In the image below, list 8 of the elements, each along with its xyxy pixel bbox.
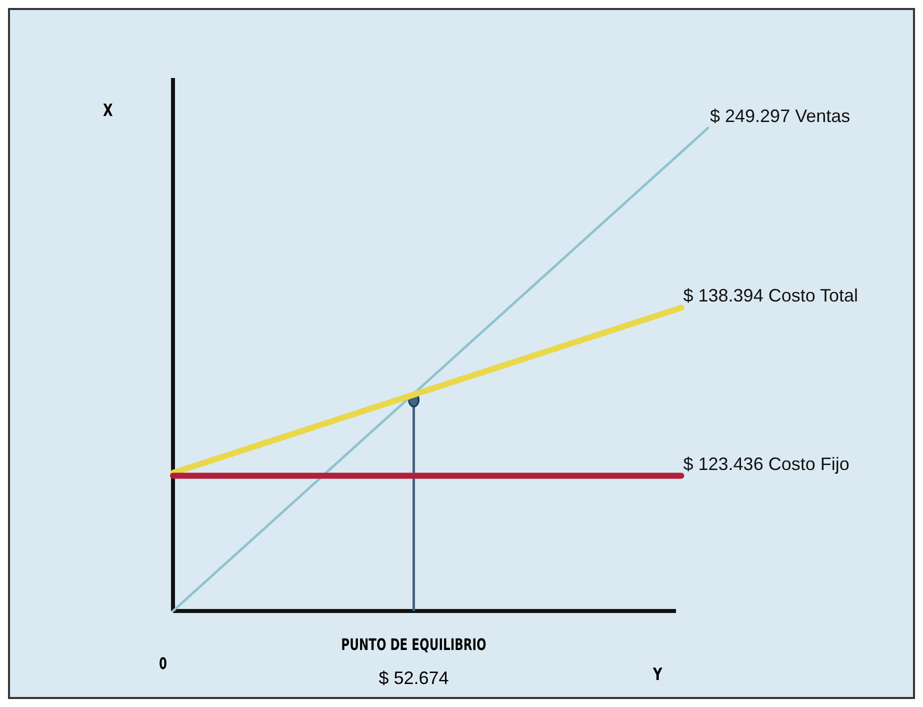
x-axis-title: Y bbox=[652, 664, 664, 685]
series-label: $ 249.297 Ventas bbox=[710, 106, 850, 126]
text: 0 bbox=[158, 655, 168, 674]
text: PUNTO DE EQUILIBRIO bbox=[341, 636, 486, 655]
y-axis-title: X bbox=[103, 100, 114, 121]
text: $ 52.674 bbox=[378, 668, 449, 688]
series-label: $ 138.394 Costo Total bbox=[683, 286, 858, 306]
series-label: $ 123.436 Costo Fijo bbox=[683, 454, 850, 474]
